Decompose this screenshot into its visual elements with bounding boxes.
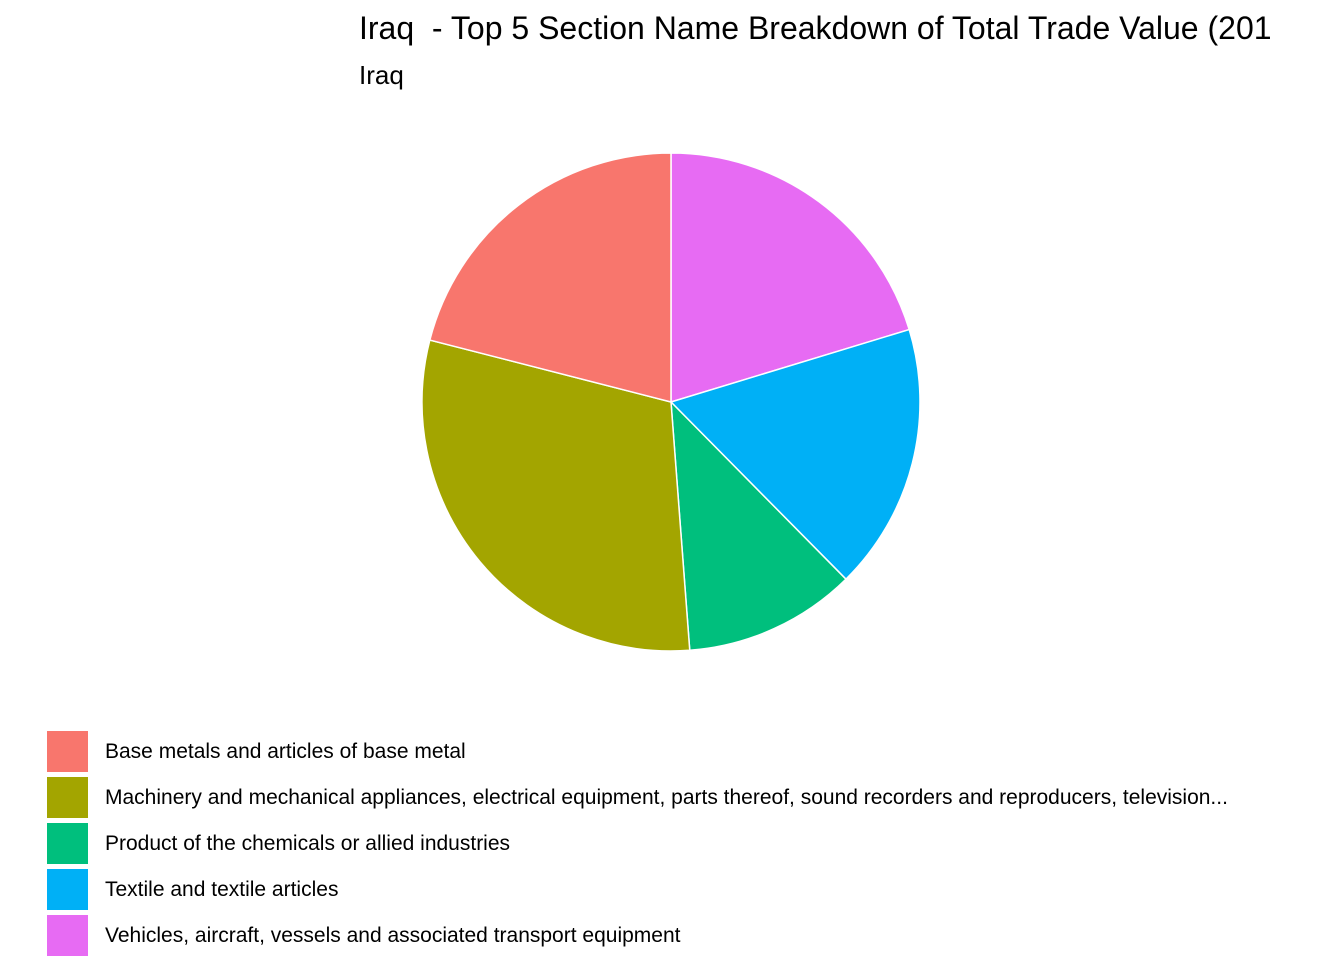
legend-label: Vehicles, aircraft, vessels and associat… [105,924,680,948]
legend-key [47,915,88,956]
legend-label: Product of the chemicals or allied indus… [105,832,510,856]
legend-key [47,731,88,772]
legend-key [47,823,88,864]
legend-label: Base metals and articles of base metal [105,740,466,764]
legend-key [47,869,88,910]
legend-key [47,777,88,818]
legend-label: Machinery and mechanical appliances, ele… [105,786,1228,810]
pie-chart [0,0,1344,700]
legend-label: Textile and textile articles [105,878,338,902]
